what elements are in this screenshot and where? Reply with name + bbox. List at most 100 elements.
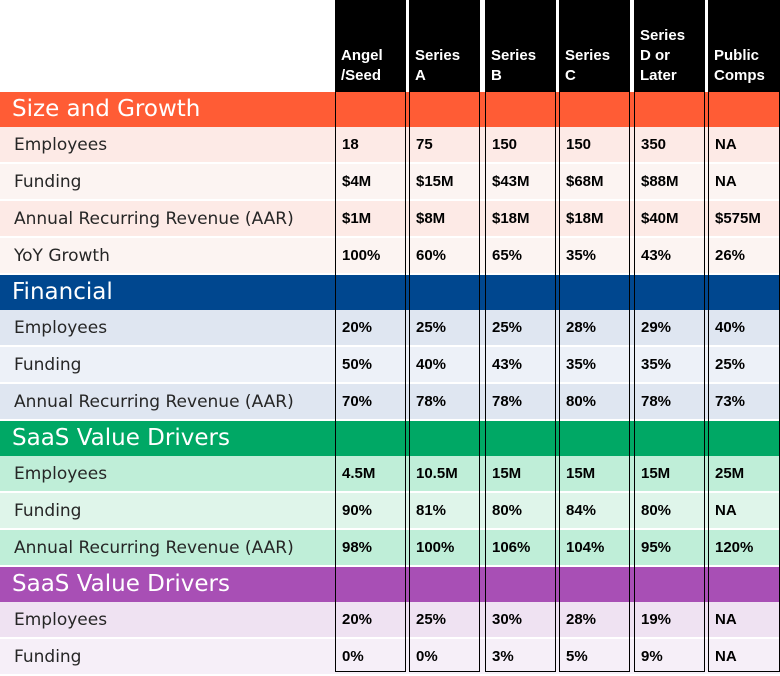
column-header-line: Series (415, 47, 461, 64)
column-header-line: Series (491, 47, 537, 64)
cell-series-c: 35% (566, 247, 597, 264)
row-separator (0, 565, 780, 567)
table-row: YoY Growth 100% 60% 65% 35% 43% 26% (0, 238, 780, 275)
cell-series-d-or-later: 29% (641, 319, 672, 336)
cell-series-c: 28% (566, 611, 597, 628)
cell-public-comps: NA (715, 136, 737, 153)
row-label: Annual Recurring Revenue (AAR) (14, 209, 294, 229)
cell-public-comps: 25% (715, 356, 746, 373)
cell-series-c: 104% (566, 539, 605, 556)
cell-series-d-or-later: 19% (641, 611, 672, 628)
cell-angel-seed: 0% (342, 648, 364, 665)
column-header-line: Series (640, 27, 686, 44)
section-header: SaaS Value Drivers (0, 567, 780, 602)
column-header-line: D or (640, 47, 670, 64)
cell-series-d-or-later: $88M (641, 173, 679, 190)
cell-series-b: $43M (492, 173, 530, 190)
cell-angel-seed: 98% (342, 539, 373, 556)
cell-series-b: 106% (492, 539, 531, 556)
cell-series-d-or-later: $40M (641, 210, 679, 227)
cell-series-a: 40% (416, 356, 447, 373)
cell-series-a: 10.5M (416, 465, 458, 482)
cell-series-a: 0% (416, 648, 438, 665)
cell-public-comps: 40% (715, 319, 746, 336)
row-separator (0, 345, 780, 347)
cell-angel-seed: $1M (342, 210, 372, 227)
row-label: Employees (14, 464, 108, 484)
column-header-line: /Seed (341, 67, 382, 84)
row-label: Employees (14, 318, 108, 338)
cell-public-comps: 25M (715, 465, 745, 482)
cell-angel-seed: 50% (342, 356, 373, 373)
cell-series-a: 60% (416, 247, 447, 264)
cell-series-d-or-later: 95% (641, 539, 672, 556)
table-row: Annual Recurring Revenue (AAR) 70% 78% 78% 8… (0, 384, 780, 421)
row-label: Funding (14, 501, 82, 521)
column-header-angel-seed: Angel/Seed (335, 0, 406, 92)
row-separator (0, 236, 780, 238)
cell-series-d-or-later: 78% (641, 393, 672, 410)
row-separator (0, 273, 780, 275)
column-header-line: C (565, 67, 576, 84)
cell-series-c: 80% (566, 393, 597, 410)
table-row: Employees 4.5M 10.5M 15M 15M 15M 25M (0, 456, 780, 493)
table-row: Funding $4M $15M $43M $68M $88M NA (0, 164, 780, 201)
row-label: Funding (14, 172, 82, 192)
table-row: Funding 50% 40% 43% 35% 35% 25% (0, 347, 780, 384)
table-row: Employees 18 75 150 150 350 NA (0, 127, 780, 164)
cell-series-c: $68M (566, 173, 604, 190)
cell-series-d-or-later: 80% (641, 502, 672, 519)
row-label: Annual Recurring Revenue (AAR) (14, 538, 294, 558)
cell-series-c: 35% (566, 356, 597, 373)
cell-series-a: 78% (416, 393, 447, 410)
table-row: Employees 20% 25% 30% 28% 19% NA (0, 602, 780, 639)
cell-series-b: 30% (492, 611, 523, 628)
row-label: Funding (14, 647, 82, 667)
column-header-line: Later (640, 67, 677, 84)
cell-angel-seed: 20% (342, 319, 373, 336)
column-header-public-comps: Public Comps (708, 0, 780, 92)
row-label: Employees (14, 135, 108, 155)
cell-public-comps: $575M (715, 210, 761, 227)
table-row: Funding 90% 81% 80% 84% 80% NA (0, 493, 780, 530)
cell-series-a: $8M (416, 210, 446, 227)
section-title: SaaS Value Drivers (12, 425, 230, 451)
cell-angel-seed: 18 (342, 136, 359, 153)
cell-series-a: 75 (416, 136, 433, 153)
cell-series-c: $18M (566, 210, 604, 227)
cell-public-comps: NA (715, 173, 737, 190)
cell-angel-seed: 100% (342, 247, 381, 264)
column-header-series-d-or-later: Series D or Later (634, 0, 705, 92)
cell-series-b: 3% (492, 648, 514, 665)
row-separator (0, 528, 780, 530)
cell-angel-seed: 90% (342, 502, 373, 519)
row-separator (0, 162, 780, 164)
cell-series-d-or-later: 35% (641, 356, 672, 373)
cell-series-b: 65% (492, 247, 523, 264)
cell-series-b: 80% (492, 502, 523, 519)
table-row: Annual Recurring Revenue (AAR) 98% 100% 106… (0, 530, 780, 567)
cell-series-a: $15M (416, 173, 454, 190)
cell-angel-seed: 20% (342, 611, 373, 628)
table-row: Employees 20% 25% 25% 28% 29% 40% (0, 310, 780, 347)
row-label: Employees (14, 610, 108, 630)
cell-series-a: 81% (416, 502, 447, 519)
cell-angel-seed: 70% (342, 393, 373, 410)
column-header-series-a: Series A (409, 0, 480, 92)
row-separator (0, 419, 780, 421)
section-header: Financial (0, 275, 780, 310)
cell-angel-seed: 4.5M (342, 465, 376, 482)
section-title: Size and Growth (12, 96, 201, 122)
table-row: Funding 0% 0% 3% 5% 9% NA (0, 639, 780, 676)
cell-series-d-or-later: 350 (641, 136, 667, 153)
cell-public-comps: NA (715, 502, 737, 519)
cell-public-comps: 120% (715, 539, 754, 556)
table-row: Annual Recurring Revenue (AAR) $1M $8M $18M… (0, 201, 780, 238)
cell-series-a: 25% (416, 611, 447, 628)
cell-series-d-or-later: 9% (641, 648, 663, 665)
cell-series-b: 78% (492, 393, 523, 410)
section-title: SaaS Value Drivers (12, 571, 230, 597)
column-header-line: Series (565, 47, 611, 64)
cell-public-comps: 73% (715, 393, 746, 410)
cell-series-d-or-later: 15M (641, 465, 671, 482)
